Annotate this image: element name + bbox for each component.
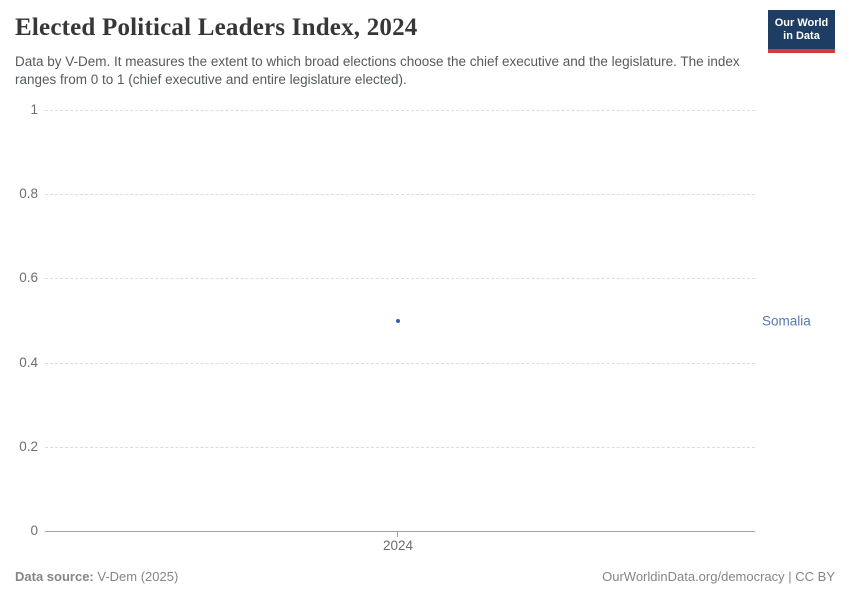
data-point[interactable]	[396, 318, 400, 323]
x-axis-line	[45, 531, 755, 532]
owid-logo-line1: Our World	[774, 16, 829, 29]
attribution-link[interactable]: OurWorldinData.org/democracy | CC BY	[602, 569, 835, 584]
chart-footer: Data source: V-Dem (2025) OurWorldinData…	[15, 569, 835, 584]
x-axis-tick-label: 2024	[382, 538, 414, 553]
chart-subtitle: Data by V-Dem. It measures the extent to…	[15, 54, 740, 87]
y-axis-tick-label: 0.6	[19, 270, 38, 285]
gridline	[45, 447, 755, 448]
y-axis-tick-label: 0.8	[19, 186, 38, 201]
data-source-value: V-Dem (2025)	[97, 569, 179, 584]
owid-logo: Our World in Data	[768, 10, 835, 53]
gridline	[45, 278, 755, 279]
plot-area: Somalia	[45, 110, 811, 531]
y-axis-tick-label: 1	[30, 102, 38, 117]
y-axis-tick-label: 0.4	[19, 355, 38, 370]
page-title: Elected Political Leaders Index, 2024	[15, 14, 418, 41]
gridline	[45, 194, 755, 195]
entity-label[interactable]: Somalia	[762, 313, 811, 328]
data-source-label: Data source:	[15, 569, 94, 584]
y-axis-tick-label: 0	[30, 523, 38, 538]
x-axis-tick-mark	[397, 531, 398, 537]
owid-logo-line2: in Data	[783, 29, 820, 42]
gridline	[45, 110, 755, 111]
data-source-note: Data source: V-Dem (2025)	[15, 569, 178, 584]
gridline	[45, 363, 755, 364]
y-axis-tick-label: 0.2	[19, 439, 38, 454]
